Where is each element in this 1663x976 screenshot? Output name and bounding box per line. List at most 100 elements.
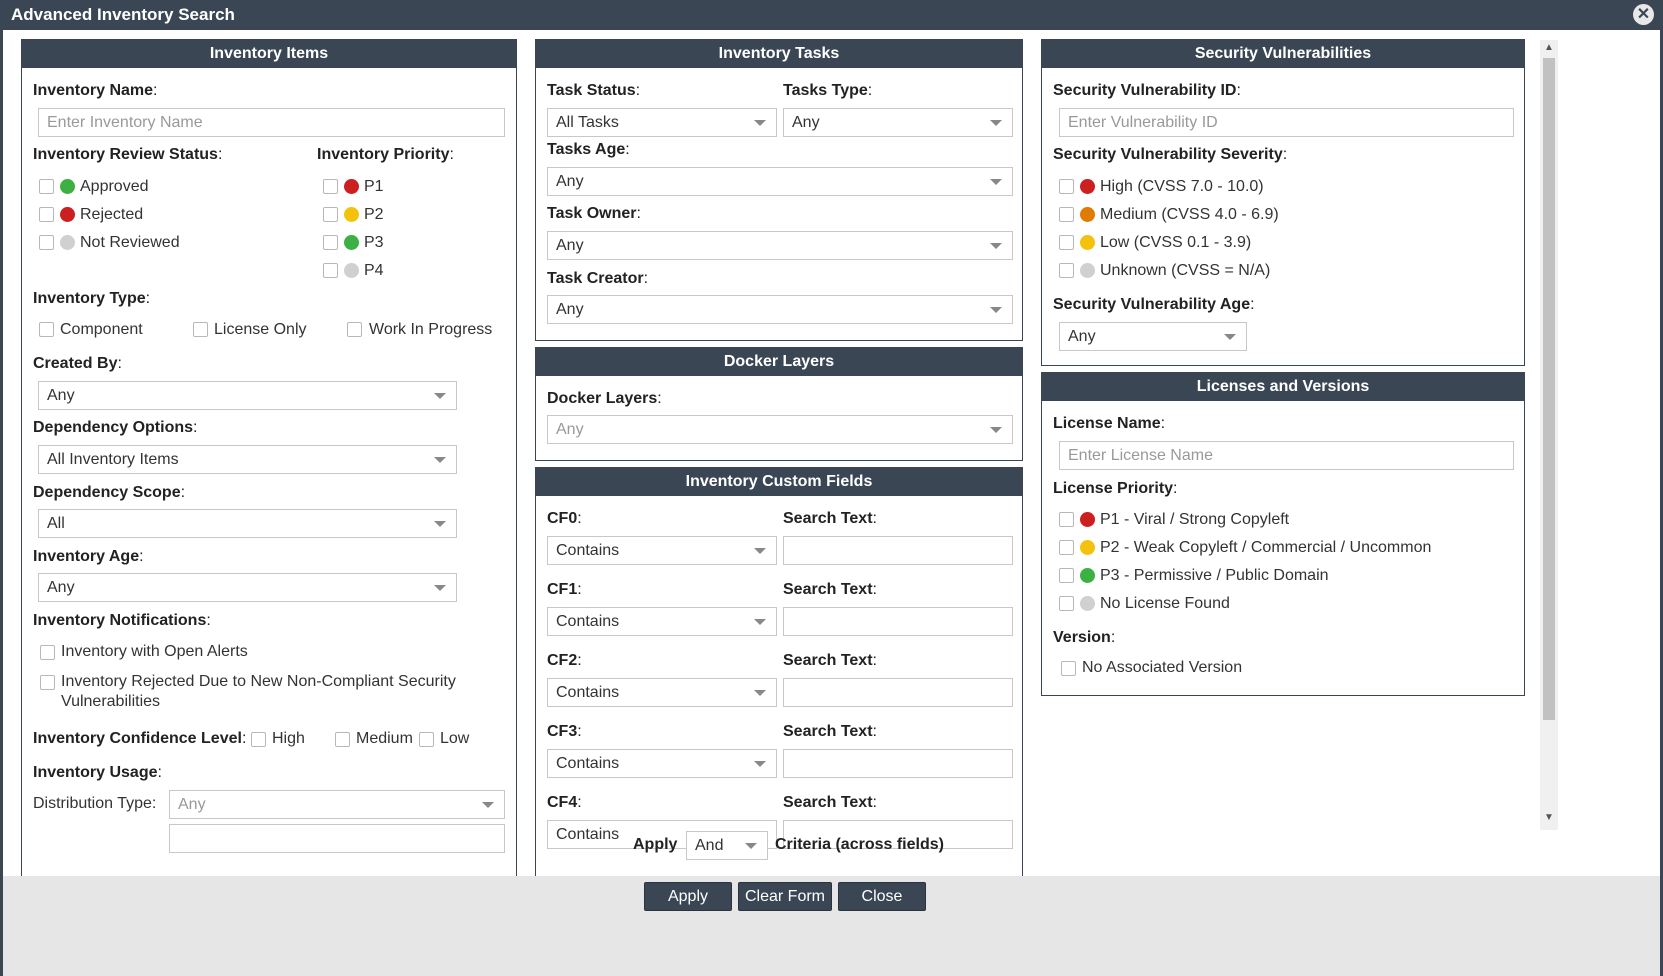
rejected-checkbox[interactable] <box>39 207 54 222</box>
dialog-title: Advanced Inventory Search <box>11 5 235 24</box>
apply-button[interactable]: Apply <box>644 882 732 911</box>
close-button[interactable]: Close <box>838 882 926 911</box>
green-priority-icon <box>344 235 359 250</box>
dialog-footer: Apply Clear Form Close <box>3 876 1660 976</box>
vulnerability-age-select[interactable]: Any <box>1059 322 1247 351</box>
confidence-medium-checkbox[interactable] <box>335 732 350 747</box>
task-creator-select[interactable]: Any <box>547 295 1013 324</box>
tasks-age-label: Tasks Age: <box>547 141 630 158</box>
distribution-type-select[interactable]: Any <box>169 790 505 819</box>
rejected-security-checkbox[interactable] <box>40 675 55 690</box>
dependency-options-select[interactable]: All Inventory Items <box>38 445 457 474</box>
confidence-high-checkbox[interactable] <box>251 732 266 747</box>
chevron-down-icon <box>754 120 766 126</box>
clear-form-button[interactable]: Clear Form <box>738 882 832 911</box>
license-p2-checkbox[interactable] <box>1059 540 1074 555</box>
type-component-label: Component <box>60 321 143 338</box>
priority-p4-checkbox[interactable] <box>323 263 338 278</box>
severity-unknown-checkbox[interactable] <box>1059 263 1074 278</box>
license-name-input[interactable]: Enter License Name <box>1059 441 1514 470</box>
severity-unknown-label: Unknown (CVSS = N/A) <box>1100 262 1271 279</box>
vulnerability-age-label: Security Vulnerability Age: <box>1053 296 1255 313</box>
license-p2-label: P2 - Weak Copyleft / Commercial / Uncomm… <box>1100 539 1432 556</box>
open-alerts-checkbox[interactable] <box>40 645 55 660</box>
vulnerability-id-input[interactable]: Enter Vulnerability ID <box>1059 108 1514 137</box>
tasks-type-select[interactable]: Any <box>783 108 1013 137</box>
confidence-low-checkbox[interactable] <box>419 732 434 747</box>
vulnerability-id-label: Security Vulnerability ID: <box>1053 82 1241 99</box>
chevron-down-icon <box>754 690 766 696</box>
docker-layers-label: Docker Layers: <box>547 390 662 407</box>
dependency-scope-select[interactable]: All <box>38 509 457 538</box>
red-status-icon <box>60 207 75 222</box>
chevron-down-icon <box>434 393 446 399</box>
severity-label: Security Vulnerability Severity: <box>1053 146 1288 163</box>
no-version-checkbox[interactable] <box>1061 661 1076 676</box>
cf3-operator-select[interactable]: Contains <box>547 749 777 778</box>
severity-high-checkbox[interactable] <box>1059 179 1074 194</box>
inventory-age-select[interactable]: Any <box>38 573 457 602</box>
license-p1-checkbox[interactable] <box>1059 512 1074 527</box>
chevron-down-icon <box>1224 334 1236 340</box>
inventory-items-header: Inventory Items <box>22 40 516 68</box>
created-by-select[interactable]: Any <box>38 381 457 410</box>
usage-select-partial[interactable] <box>169 824 505 853</box>
inventory-name-input[interactable]: Enter Inventory Name <box>38 108 505 137</box>
cf2-search-input[interactable] <box>783 678 1013 707</box>
rejected-label: Rejected <box>80 206 144 223</box>
approved-label: Approved <box>80 178 149 195</box>
approved-checkbox[interactable] <box>39 179 54 194</box>
close-icon[interactable]: ✕ <box>1633 4 1654 25</box>
not-reviewed-checkbox[interactable] <box>39 235 54 250</box>
dependency-options-label: Dependency Options: <box>33 419 198 436</box>
cf3-search-input[interactable] <box>783 749 1013 778</box>
scroll-up-icon[interactable]: ▲ <box>1544 42 1554 53</box>
confidence-level-label: Inventory Confidence Level: <box>33 730 247 747</box>
severity-medium-checkbox[interactable] <box>1059 207 1074 222</box>
gray-status-icon <box>60 235 75 250</box>
severity-medium-label: Medium (CVSS 4.0 - 6.9) <box>1100 206 1279 223</box>
cf1-search-input[interactable] <box>783 607 1013 636</box>
chevron-down-icon <box>754 761 766 767</box>
chevron-down-icon <box>482 802 494 808</box>
priority-p2-label: P2 <box>364 206 384 223</box>
inventory-tasks-header: Inventory Tasks <box>536 40 1022 68</box>
scroll-down-icon[interactable]: ▼ <box>1544 812 1554 823</box>
inventory-items-panel: Inventory Items Inventory Name: Enter In… <box>21 39 517 880</box>
cf3-label: CF3: <box>547 723 582 740</box>
priority-p2-checkbox[interactable] <box>323 207 338 222</box>
task-status-select[interactable]: All Tasks <box>547 108 777 137</box>
type-wip-label: Work In Progress <box>369 321 493 338</box>
green-status-icon <box>60 179 75 194</box>
docker-layers-select[interactable]: Any <box>547 415 1013 444</box>
type-component-checkbox[interactable] <box>39 322 54 337</box>
docker-layers-header: Docker Layers <box>536 348 1022 376</box>
licenses-versions-header: Licenses and Versions <box>1042 373 1524 401</box>
tasks-type-label: Tasks Type: <box>783 82 873 99</box>
cf4-search-input[interactable] <box>783 820 1013 849</box>
custom-fields-header: Inventory Custom Fields <box>536 468 1022 496</box>
scrollbar-thumb[interactable] <box>1543 58 1555 720</box>
severity-high-label: High (CVSS 7.0 - 10.0) <box>1100 178 1264 195</box>
cf2-operator-select[interactable]: Contains <box>547 678 777 707</box>
inventory-type-label: Inventory Type: <box>33 290 151 307</box>
severity-low-checkbox[interactable] <box>1059 235 1074 250</box>
cf1-operator-select[interactable]: Contains <box>547 607 777 636</box>
license-p3-checkbox[interactable] <box>1059 568 1074 583</box>
criteria-select[interactable]: And <box>686 831 768 860</box>
security-vulnerabilities-panel: Security Vulnerabilities Security Vulner… <box>1041 39 1525 366</box>
priority-p3-checkbox[interactable] <box>323 235 338 250</box>
yellow-severity-icon <box>1080 235 1095 250</box>
tasks-age-select[interactable]: Any <box>547 167 1013 196</box>
cf2-label: CF2: <box>547 652 582 669</box>
type-wip-checkbox[interactable] <box>347 322 362 337</box>
priority-p1-checkbox[interactable] <box>323 179 338 194</box>
no-license-checkbox[interactable] <box>1059 596 1074 611</box>
cf0-search-input[interactable] <box>783 536 1013 565</box>
chevron-down-icon <box>990 243 1002 249</box>
cf0-operator-select[interactable]: Contains <box>547 536 777 565</box>
type-license-only-checkbox[interactable] <box>193 322 208 337</box>
task-owner-select[interactable]: Any <box>547 231 1013 260</box>
chevron-down-icon <box>754 619 766 625</box>
created-by-label: Created By: <box>33 355 122 372</box>
